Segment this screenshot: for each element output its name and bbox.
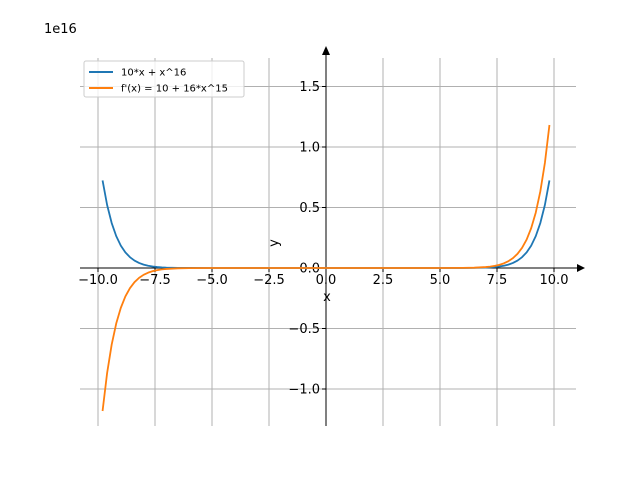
y-tick-label-1: −1.0: [288, 383, 320, 398]
x-tick-label-1: −10.0: [78, 273, 118, 288]
x-tick-label-9: 10.0: [540, 273, 569, 288]
x-axis-label: x: [323, 290, 331, 305]
legend-label-series-2: f'(x) = 10 + 16*x^15: [121, 84, 228, 95]
x-tick-label-6: 2.5: [373, 273, 394, 288]
series-line-2: [101, 124, 551, 412]
y-offset-text: 1e16: [44, 22, 77, 37]
legend-box: [83, 60, 245, 98]
ticks: −10.0 −7.5 −5.0 −2.5 0.0 2.5 5.0 7.5 10.0 −1.0 −0.…: [78, 80, 568, 398]
x-tick-label-3: −5.0: [196, 273, 228, 288]
x-tick-label-4: −2.5: [253, 273, 285, 288]
x-tick-label-7: 5.0: [430, 273, 451, 288]
grid: [80, 58, 576, 426]
x-tick-label-2: −7.5: [139, 273, 171, 288]
y-axis-label: y: [267, 239, 282, 247]
y-tick-label-4: 0.5: [299, 201, 320, 216]
legend-label-series-1: 10*x + x^16: [121, 68, 186, 79]
y-tick-label-5: 1.0: [299, 141, 320, 156]
axes: [80, 46, 585, 426]
y-tick-label-3: 0.0: [299, 262, 320, 277]
x-tick-label-8: 7.5: [487, 273, 508, 288]
y-tick-label-6: 1.5: [299, 80, 320, 95]
x-axis-arrow: [577, 264, 585, 272]
y-axis-arrow: [322, 46, 330, 55]
x-tick-label-5: 0.0: [316, 273, 337, 288]
y-tick-label-2: −0.5: [288, 322, 320, 337]
series-group: [101, 124, 551, 412]
legend: 10*x + x^16 f'(x) = 10 + 16*x^15: [83, 60, 245, 98]
